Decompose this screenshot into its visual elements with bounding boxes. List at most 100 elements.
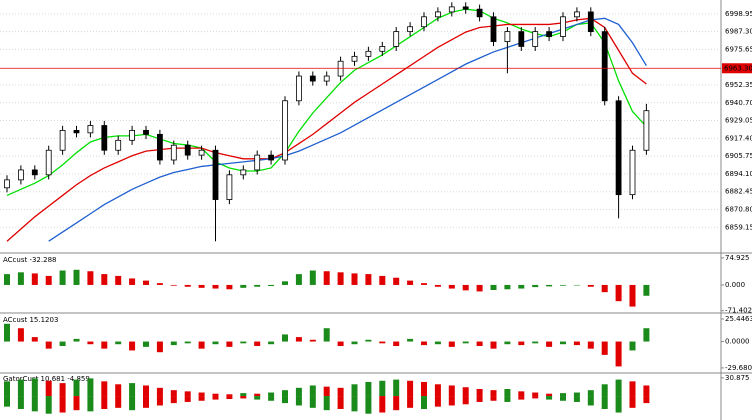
- gator-bar: [17, 396, 24, 409]
- gator-bar: [184, 391, 191, 397]
- gator-bar: [365, 396, 372, 414]
- candle-body: [379, 46, 386, 52]
- gator-bar: [198, 392, 205, 397]
- gator-bar: [379, 380, 386, 397]
- candle-body: [615, 100, 622, 196]
- candle-body: [448, 6, 455, 13]
- candle-body: [31, 169, 38, 176]
- gator-bar: [226, 394, 233, 397]
- gator-bar: [421, 381, 427, 397]
- y-tick-label: 6894.10: [725, 170, 752, 178]
- gator-bar: [226, 396, 233, 399]
- candle-body: [129, 129, 136, 141]
- gator-bar: [268, 392, 275, 397]
- histogram-bar: [421, 283, 427, 285]
- histogram-bar: [407, 280, 414, 285]
- histogram-bar: [504, 341, 511, 345]
- candle-body: [365, 50, 372, 57]
- gator-bar: [101, 381, 108, 397]
- histogram-bar: [601, 284, 608, 293]
- histogram-bar: [129, 278, 136, 285]
- histogram-bar: [4, 323, 10, 342]
- gator-bar: [59, 383, 66, 397]
- histogram-bar: [393, 341, 400, 346]
- histogram-bar: [546, 341, 553, 347]
- histogram-bar: [129, 341, 136, 351]
- gator-bar: [143, 385, 149, 397]
- histogram-bar: [45, 275, 52, 285]
- gator-bar: [476, 389, 483, 397]
- histogram-bar: [573, 284, 580, 286]
- gator-bar: [643, 396, 650, 404]
- histogram-bar: [309, 270, 316, 285]
- gator-bar: [434, 396, 441, 407]
- gator-bar: [365, 381, 372, 397]
- gator-bar: [560, 393, 566, 397]
- y-tick-label: 25.4463: [725, 315, 752, 323]
- candle-body: [282, 100, 288, 161]
- candle-body: [198, 149, 205, 156]
- histogram-bar: [295, 337, 302, 342]
- candle-body: [45, 149, 52, 176]
- candle-body: [170, 144, 177, 161]
- histogram-bar: [323, 328, 330, 342]
- indicator-title: ACcust 15.1203: [3, 316, 58, 324]
- y-tick-label: 6975.65: [725, 45, 752, 53]
- histogram-bar: [226, 284, 233, 290]
- gator-bar: [268, 396, 275, 401]
- y-tick-label: 6940.70: [725, 99, 752, 107]
- histogram-bar: [629, 284, 636, 307]
- histogram-bar: [546, 284, 553, 287]
- y-tick-label: 6998.95: [725, 10, 752, 18]
- gator-bar: [448, 385, 455, 397]
- gator-bar: [87, 396, 94, 412]
- candle-body: [17, 169, 24, 181]
- gator-bar: [73, 396, 80, 411]
- gator-bar: [504, 389, 511, 397]
- gator-bar: [254, 396, 261, 400]
- candle-body: [156, 133, 163, 161]
- histogram-bar: [101, 341, 108, 349]
- y-tick-label: 6952.35: [725, 81, 752, 89]
- histogram-bar: [4, 274, 10, 285]
- y-tick-label: 74.925: [725, 254, 750, 262]
- gator-bar: [615, 396, 622, 413]
- gator-bar: [532, 396, 539, 399]
- histogram-bar: [309, 339, 316, 342]
- histogram-bar: [240, 341, 247, 344]
- gator-bar: [573, 396, 580, 402]
- histogram-bar: [31, 273, 38, 285]
- histogram-bar: [601, 341, 608, 355]
- histogram-bar: [462, 341, 469, 344]
- gator-bar: [198, 396, 205, 401]
- gator-bar: [546, 396, 553, 400]
- gator-bar: [629, 396, 636, 408]
- gator-bar: [129, 396, 136, 411]
- histogram-bar: [365, 274, 372, 285]
- y-tick-label: 6870.80: [725, 205, 752, 213]
- gator-bar: [59, 396, 66, 413]
- candle-body: [115, 139, 122, 151]
- gator-bar: [351, 396, 358, 412]
- histogram-bar: [115, 341, 122, 345]
- gator-bar: [601, 396, 608, 409]
- candle-body: [351, 55, 358, 62]
- histogram-bar: [254, 341, 261, 346]
- y-tick-label: -29.6807: [725, 364, 752, 372]
- gator-bar: [101, 396, 108, 409]
- gator-bar: [560, 396, 566, 401]
- candle-body: [254, 154, 261, 171]
- histogram-bar: [184, 284, 191, 287]
- candle-body: [59, 129, 66, 151]
- candle-body: [532, 31, 539, 47]
- y-tick-label: 6905.75: [725, 152, 752, 160]
- histogram-bar: [87, 271, 94, 285]
- candle-body: [184, 144, 191, 156]
- gator-bar: [4, 396, 10, 407]
- candle-body: [393, 31, 400, 47]
- candle-body: [518, 31, 525, 47]
- histogram-bar: [518, 284, 525, 289]
- histogram-bar: [560, 341, 566, 345]
- histogram-bar: [254, 284, 261, 287]
